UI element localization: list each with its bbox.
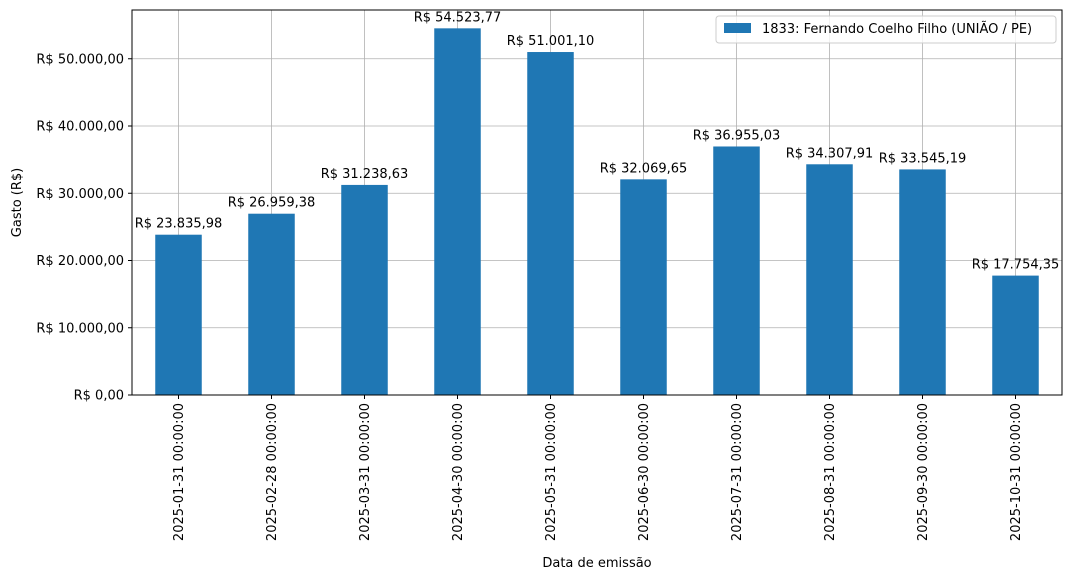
bar-value-label: R$ 31.238,63 <box>321 167 409 182</box>
bar-value-label: R$ 33.545,19 <box>879 151 967 166</box>
bar-value-label: R$ 17.754,35 <box>972 258 1060 273</box>
x-tick-label: 2025-09-30 00:00:00 <box>916 403 931 541</box>
x-tick-label: 2025-03-31 00:00:00 <box>358 403 373 541</box>
bar <box>992 275 1039 395</box>
bar-value-label: R$ 54.523,77 <box>414 10 502 25</box>
legend-label: 1833: Fernando Coelho Filho (UNIÃO / PE) <box>762 21 1032 37</box>
x-tick-label: 2025-02-28 00:00:00 <box>265 403 280 541</box>
bar-value-label: R$ 36.955,03 <box>693 128 781 143</box>
bar-value-label: R$ 23.835,98 <box>135 217 223 232</box>
x-tick-label: 2025-08-31 00:00:00 <box>823 403 838 541</box>
y-axis-ticks: R$ 0,00 R$ 10.000,00 R$ 20.000,00 R$ 30.000… <box>36 52 132 404</box>
y-tick-label: R$ 20.000,00 <box>36 254 124 269</box>
x-axis-ticks: 2025-01-31 00:00:00 2025-02-28 00:00:00 20… <box>172 395 1024 541</box>
bar-value-label: R$ 34.307,91 <box>786 146 874 161</box>
y-tick-label: R$ 40.000,00 <box>36 120 124 135</box>
bar <box>806 164 853 395</box>
legend-box <box>715 15 1057 44</box>
bar <box>713 146 760 395</box>
bar <box>527 52 574 396</box>
bars <box>155 28 1039 396</box>
bar-value-label: R$ 32.069,65 <box>600 161 688 176</box>
bar <box>248 213 295 395</box>
x-tick-label: 2025-04-30 00:00:00 <box>451 403 466 541</box>
bar <box>899 169 946 395</box>
data-labels: R$ 23.835,98 R$ 26.959,38 R$ 31.238,63 R$ 5… <box>135 10 1060 272</box>
legend: 1833: Fernando Coelho Filho (UNIÃO / PE) <box>715 15 1057 44</box>
y-tick-label: R$ 10.000,00 <box>36 321 124 336</box>
x-tick-label: 2025-01-31 00:00:00 <box>172 403 187 541</box>
plot-frame <box>131 9 1063 396</box>
x-tick-label: 2025-06-30 00:00:00 <box>637 403 652 541</box>
y-axis-label: Gasto (R$) <box>10 168 25 237</box>
bar-value-label: R$ 26.959,38 <box>228 196 316 211</box>
y-tick-label: R$ 50.000,00 <box>36 52 124 67</box>
y-tick-label: R$ 0,00 <box>74 389 124 404</box>
bar <box>434 28 481 396</box>
x-tick-label: 2025-10-31 00:00:00 <box>1009 403 1024 541</box>
bar <box>155 234 202 395</box>
x-axis-label: Data de emissão <box>542 556 651 571</box>
y-tick-label: R$ 30.000,00 <box>36 187 124 202</box>
legend-swatch <box>724 23 751 33</box>
bar <box>620 179 667 395</box>
x-tick-label: 2025-05-31 00:00:00 <box>544 403 559 541</box>
bar <box>341 184 388 395</box>
x-tick-label: 2025-07-31 00:00:00 <box>730 403 745 541</box>
bar-value-label: R$ 51.001,10 <box>507 34 595 49</box>
